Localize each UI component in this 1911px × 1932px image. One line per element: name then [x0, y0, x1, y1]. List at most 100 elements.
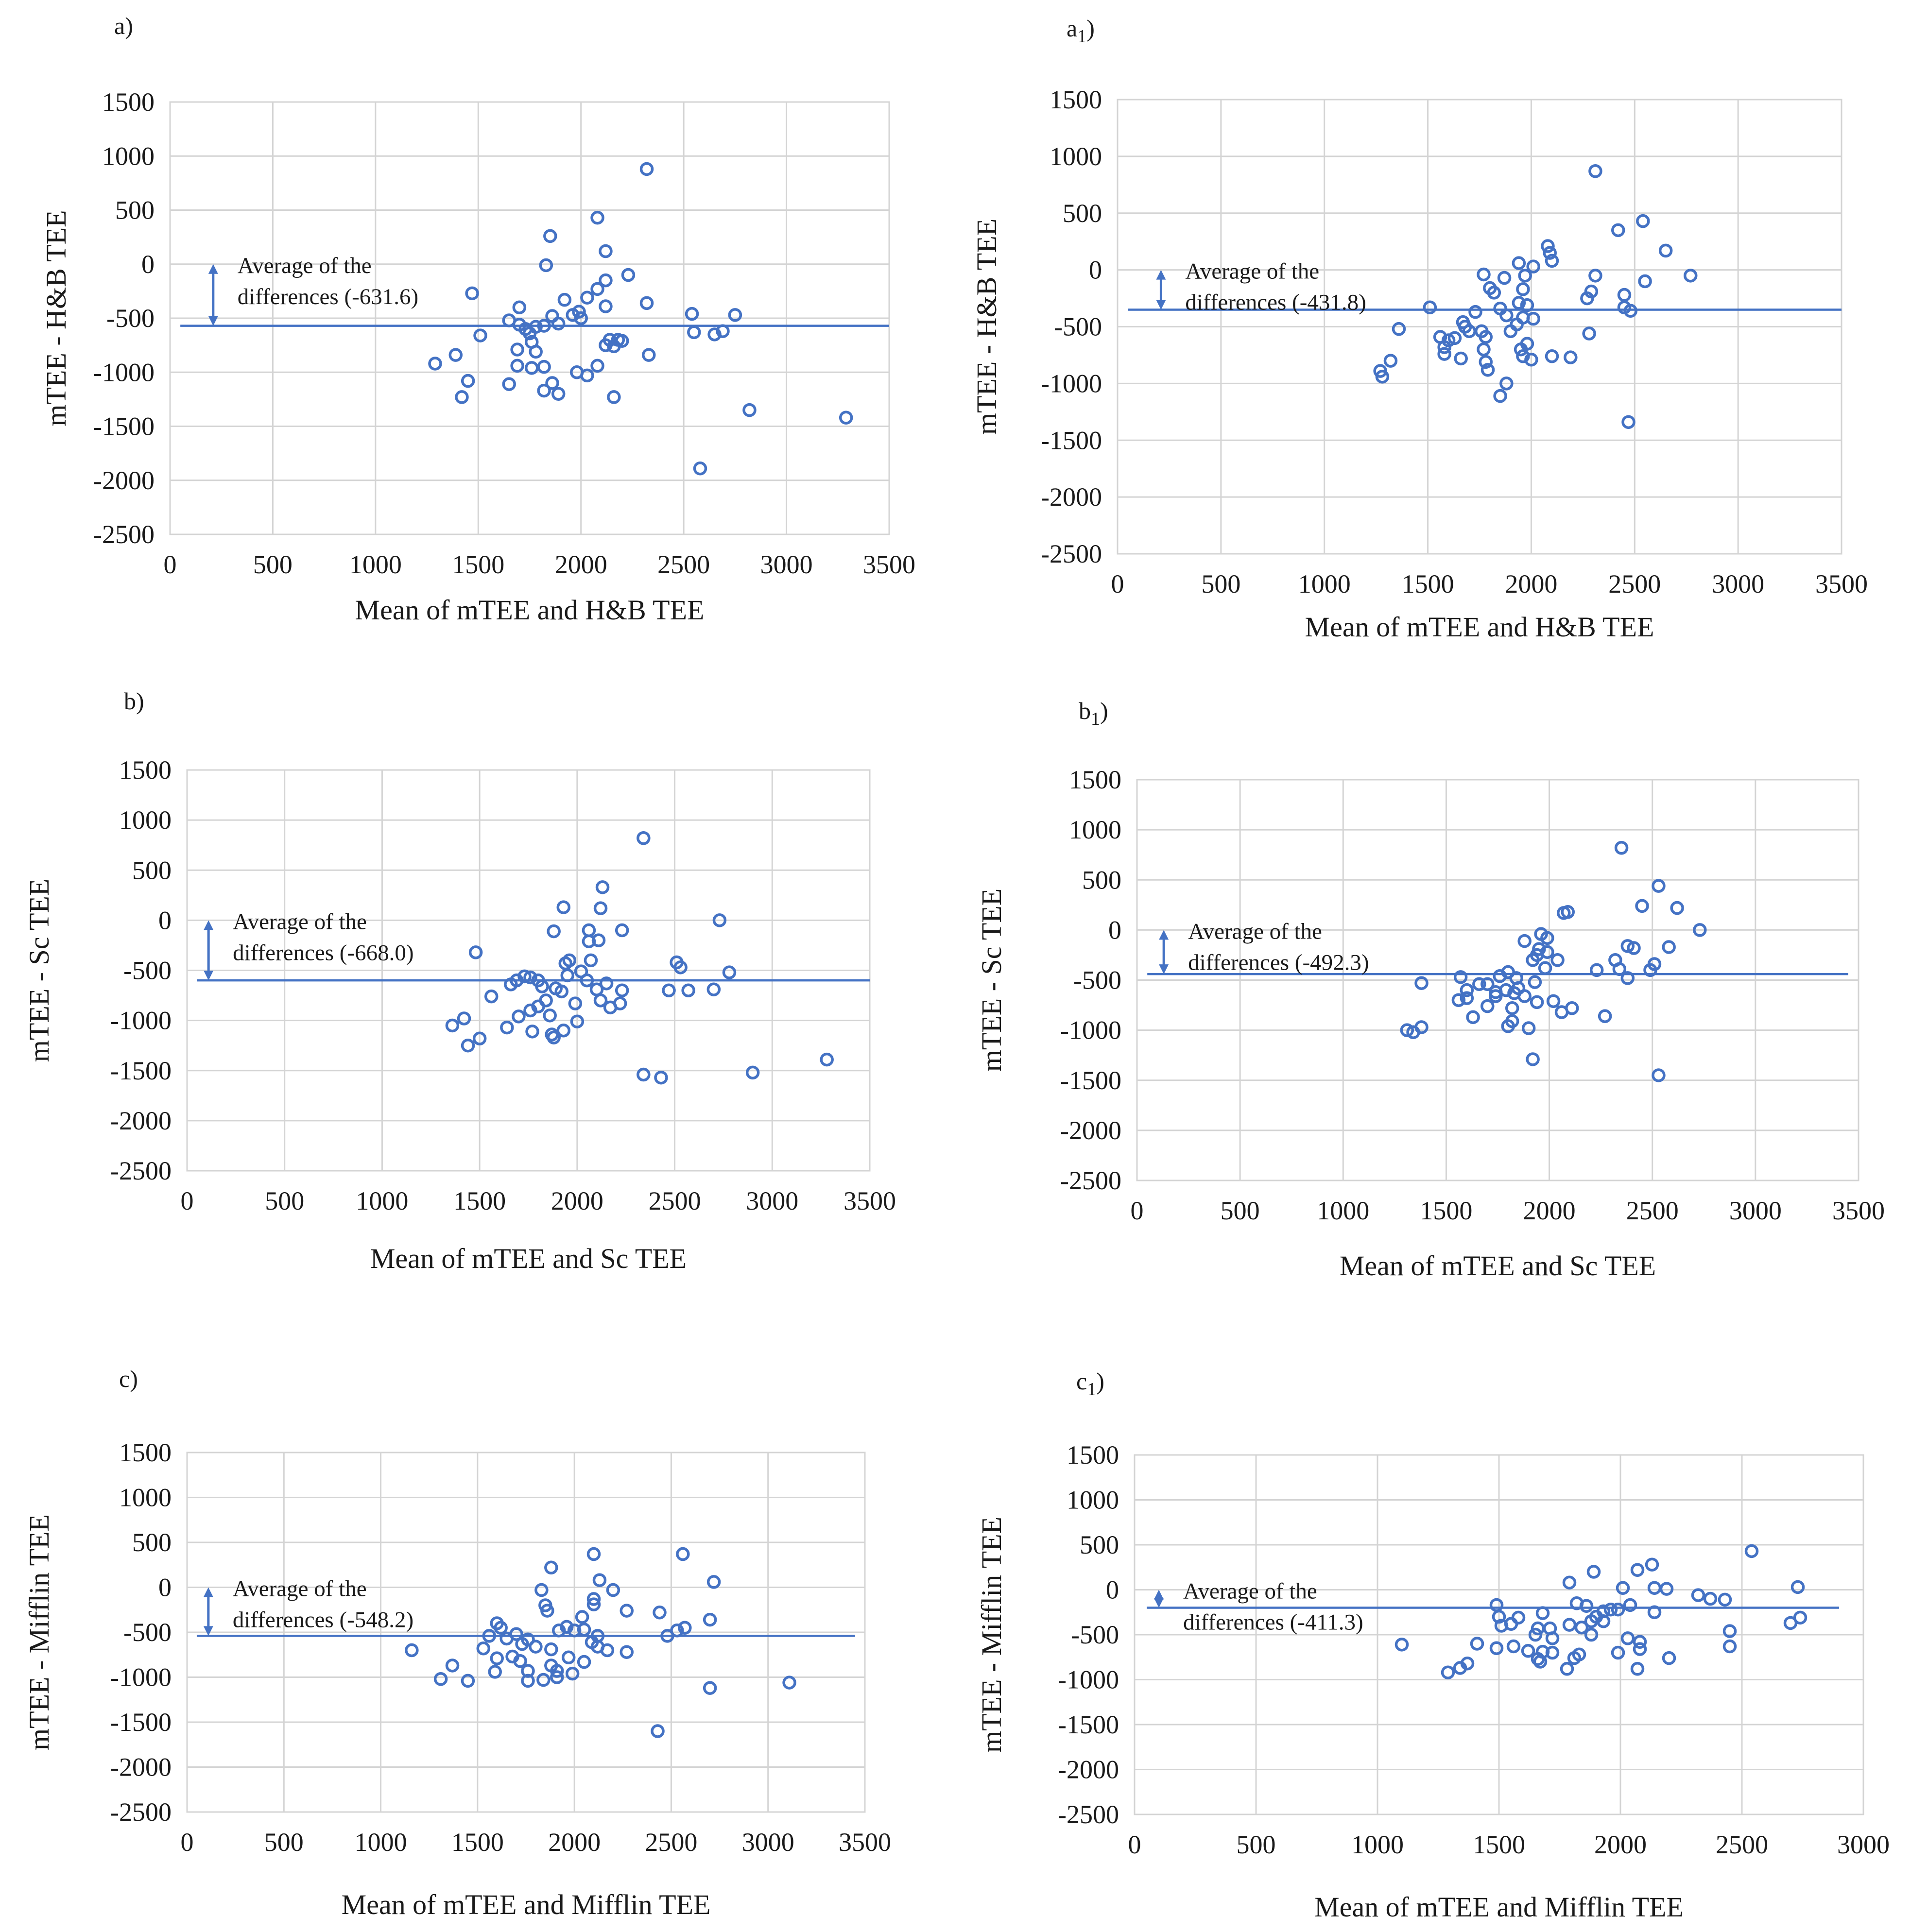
x-tick-label: 2000	[555, 550, 607, 579]
data-point	[1540, 931, 1554, 945]
y-axis-title: mTEE - Mifflin TEE	[976, 1517, 1007, 1753]
data-point	[502, 377, 516, 391]
data-point	[1517, 989, 1532, 1003]
y-tick-label: 1500	[1069, 765, 1121, 794]
data-point	[1468, 305, 1482, 319]
data-point	[580, 973, 594, 988]
data-point	[839, 410, 853, 425]
data-point	[1611, 1645, 1625, 1660]
x-tick-label: 3500	[863, 550, 915, 579]
data-point	[1545, 1645, 1560, 1660]
data-point	[590, 210, 604, 225]
data-point	[529, 1640, 543, 1654]
x-tick-label: 1500	[451, 1828, 504, 1857]
x-tick-label: 500	[1221, 1196, 1260, 1225]
y-tick-label: -1000	[1058, 1665, 1119, 1694]
data-point	[1489, 1641, 1504, 1655]
arrow-head-down	[204, 971, 214, 981]
data-point	[1487, 286, 1501, 300]
data-point	[577, 1655, 591, 1669]
annotation-line-2: differences (-411.3)	[1183, 1610, 1363, 1635]
data-point	[457, 1011, 471, 1026]
data-point	[1531, 1652, 1545, 1666]
data-point	[1614, 841, 1629, 855]
data-point	[1541, 239, 1555, 253]
data-point	[615, 983, 629, 997]
annotation-line-1: Average of the	[1183, 1579, 1317, 1604]
data-point	[1460, 983, 1474, 997]
data-point	[660, 1629, 674, 1643]
data-point	[559, 1620, 574, 1634]
data-point	[1557, 906, 1571, 920]
y-tick-label: -2500	[1058, 1800, 1119, 1829]
data-point	[1526, 259, 1540, 274]
data-point	[1524, 353, 1538, 367]
data-point	[1586, 1565, 1601, 1579]
y-tick-label: 0	[1106, 1575, 1119, 1605]
data-point	[1550, 953, 1565, 967]
data-point	[1505, 1001, 1519, 1015]
x-tick-label: 2500	[1608, 569, 1661, 598]
y-tick-label: 500	[115, 196, 155, 225]
y-tick-label: 1500	[119, 755, 172, 785]
data-point	[550, 1670, 564, 1684]
data-point	[448, 348, 463, 362]
data-point	[1518, 269, 1532, 283]
data-point	[599, 244, 613, 258]
x-tick-label: 3000	[746, 1186, 798, 1215]
y-tick-label: 500	[1080, 1530, 1119, 1559]
data-point	[461, 1674, 475, 1688]
data-point	[1647, 1605, 1662, 1619]
panel-label: c1)	[1076, 1368, 1104, 1400]
data-point	[1630, 1563, 1645, 1577]
x-tick-label: 3000	[1712, 569, 1764, 598]
data-point	[615, 923, 629, 938]
data-point	[560, 968, 575, 983]
data-point	[1511, 1610, 1526, 1625]
data-point	[586, 1547, 601, 1561]
data-point	[499, 1631, 514, 1646]
data-point	[1400, 1023, 1414, 1037]
data-point	[537, 319, 551, 333]
data-point	[1718, 1592, 1732, 1607]
data-point	[574, 311, 588, 325]
data-point	[1612, 962, 1627, 976]
annotation-line-2: differences (-548.2)	[233, 1607, 413, 1633]
x-tick-label: 0	[181, 1186, 194, 1215]
data-point	[472, 1031, 487, 1045]
plot-frame	[186, 1452, 866, 1813]
data-point	[745, 1065, 760, 1080]
x-axis-title: Mean of mTEE and Sc TEE	[370, 1243, 687, 1274]
data-point	[1564, 350, 1578, 364]
y-tick-label: -2500	[110, 1156, 172, 1185]
data-point	[1662, 1651, 1676, 1665]
data-point	[556, 900, 571, 914]
data-point	[545, 376, 559, 390]
data-point	[673, 960, 688, 975]
data-point	[547, 1030, 561, 1044]
data-point	[1481, 363, 1495, 377]
panel-c1: 1500 1000 500 0 -500 -1000 -1500 -2000 -2500 0 500…	[976, 1368, 1890, 1923]
data-point	[1528, 975, 1542, 989]
plot-frame	[1117, 99, 1842, 555]
y-tick-label: 0	[141, 250, 155, 279]
y-tick-label: 1500	[102, 87, 155, 117]
y-tick-label: -500	[106, 304, 155, 333]
data-point	[599, 976, 614, 991]
data-point	[1510, 317, 1524, 332]
y-tick-label: -1500	[1058, 1710, 1119, 1739]
data-point	[461, 1038, 475, 1053]
data-point	[1647, 957, 1662, 971]
data-point	[621, 268, 636, 282]
arrow-head-down	[1154, 1598, 1164, 1608]
data-point	[1582, 326, 1596, 341]
y-axis-title: mTEE - H&B TEE	[971, 219, 1002, 435]
data-point	[1493, 389, 1507, 403]
data-point	[473, 328, 487, 342]
data-point	[433, 1672, 448, 1686]
data-point	[1588, 269, 1602, 283]
data-point	[712, 913, 727, 927]
data-point	[1652, 879, 1666, 893]
data-point	[1479, 330, 1493, 344]
